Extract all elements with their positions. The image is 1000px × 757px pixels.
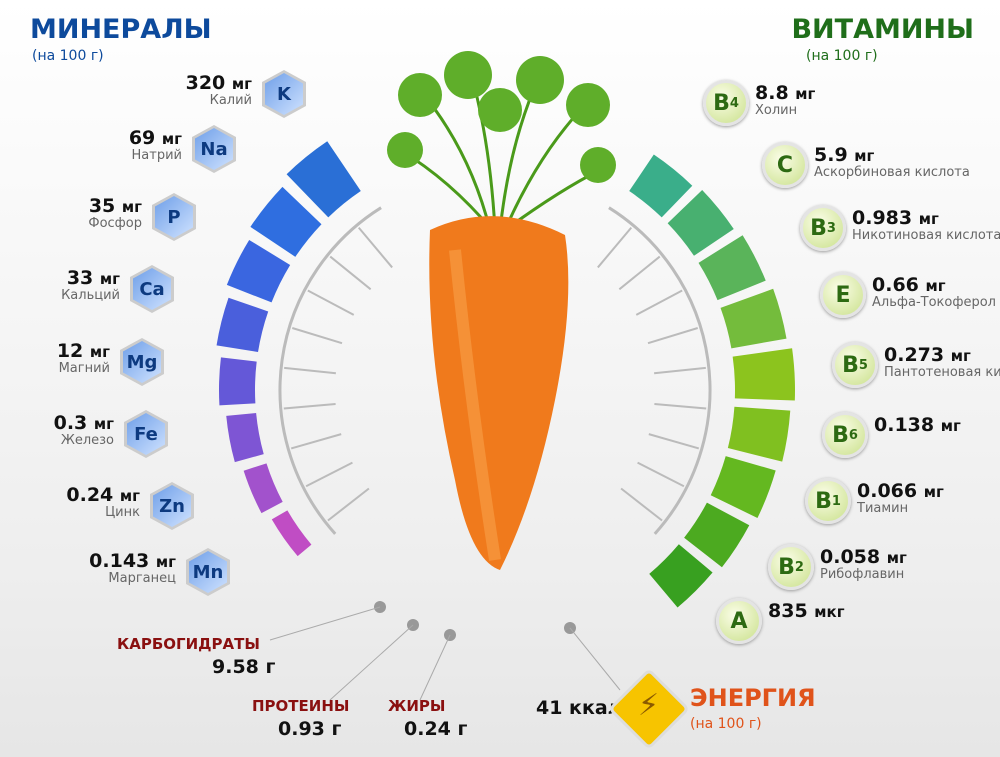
vitamin-item: 0.983 мг Никотиновая кислота	[852, 207, 1000, 243]
vitamin-arc-segment	[629, 154, 693, 218]
vitamin-badge: A	[716, 598, 762, 644]
vitamin-badge: C	[762, 142, 808, 188]
connector-line	[419, 634, 451, 701]
vitamin-arc-segment	[667, 189, 734, 256]
vitamin-arc-segment	[710, 456, 776, 519]
mineral-item: 12 мг Магний	[56, 340, 110, 376]
tick-line	[291, 327, 343, 345]
vitamins-subtitle: (на 100 г)	[806, 48, 878, 64]
mineral-item: 35 мг Фосфор	[88, 195, 142, 231]
protein-label: ПРОТЕИНЫ	[252, 697, 350, 715]
mineral-arc-segment	[226, 239, 291, 303]
mineral-item: 320 мг Калий	[185, 72, 252, 108]
tick-line	[290, 433, 342, 450]
tick-line	[635, 289, 683, 316]
vitamin-arc-segment	[684, 502, 750, 568]
mineral-item: 33 мг Кальций	[61, 267, 120, 303]
vitamin-arc-segment	[649, 544, 713, 608]
mineral-arc-segment	[250, 186, 322, 257]
tick-line	[647, 327, 699, 345]
tick-line	[654, 402, 707, 410]
vitamin-item: 8.8 мг Холин	[755, 82, 816, 118]
tick-line	[637, 461, 685, 488]
vitamin-arc-segment	[720, 288, 787, 349]
tick-line	[597, 226, 633, 269]
tick-line	[654, 366, 706, 375]
mineral-item: 0.143 мг Марганец	[89, 550, 176, 586]
tick-line	[357, 226, 393, 269]
fat-label: ЖИРЫ	[388, 697, 446, 715]
vitamin-item: 835 мкг	[768, 600, 845, 622]
mineral-item: 0.3 мг Железо	[53, 412, 114, 448]
vitamin-arc-segment	[732, 348, 796, 401]
energy-label: ЭНЕРГИЯ	[690, 684, 816, 712]
vitamin-item: 0.066 мг Тиамин	[857, 480, 944, 516]
tick-line	[329, 255, 372, 291]
inner-ring	[278, 206, 712, 535]
lightning-glyph: ⚡	[638, 688, 660, 723]
vitamin-item: 0.66 мг Альфа-Токоферол	[872, 274, 996, 310]
mineral-arc-segment	[271, 510, 312, 557]
tick-line	[618, 255, 661, 291]
connector-line	[569, 627, 621, 691]
carbs-value: 9.58 г	[212, 656, 276, 678]
energy-subtitle: (на 100 г)	[690, 716, 762, 732]
vitamin-item: 5.9 мг Аскорбиновая кислота	[814, 144, 970, 180]
connector-line	[269, 606, 381, 641]
energy-value: 41 ккал	[536, 697, 622, 719]
vitamin-arc-segment	[698, 235, 766, 301]
mineral-arc-segment	[219, 357, 257, 406]
connector-line	[329, 624, 414, 701]
carbs-label: КАРБОГИДРАТЫ	[117, 635, 260, 653]
fat-value: 0.24 г	[404, 718, 468, 740]
tick-line	[620, 487, 663, 522]
tick-line	[284, 366, 336, 375]
mineral-arc-segment	[286, 141, 361, 218]
protein-value: 0.93 г	[278, 718, 342, 740]
tick-line	[305, 461, 353, 488]
tick-line	[327, 487, 370, 522]
tick-line	[648, 433, 700, 450]
mineral-arc-segment	[226, 413, 264, 463]
minerals-subtitle: (на 100 г)	[32, 48, 104, 64]
minerals-title: МИНЕРАЛЫ	[30, 14, 212, 45]
tick-line	[283, 402, 336, 410]
vitamin-item: 0.273 мг Пантотеновая кислота	[884, 344, 1000, 380]
tick-line	[307, 289, 355, 316]
vitamin-item: 0.138 мг	[874, 414, 961, 436]
vitamin-item: 0.058 мг Рибофлавин	[820, 546, 907, 582]
mineral-item: 69 мг Натрий	[128, 127, 182, 163]
mineral-item: 0.24 мг Цинк	[66, 484, 140, 520]
carrot-illustration	[387, 51, 616, 570]
mineral-arc-segment	[216, 297, 269, 353]
vitamin-arc-segment	[727, 406, 791, 462]
vitamin-badge: E	[820, 272, 866, 318]
vitamins-title: ВИТАМИНЫ	[791, 14, 974, 45]
mineral-badge: K	[262, 70, 306, 118]
mineral-arc-segment	[243, 463, 283, 514]
